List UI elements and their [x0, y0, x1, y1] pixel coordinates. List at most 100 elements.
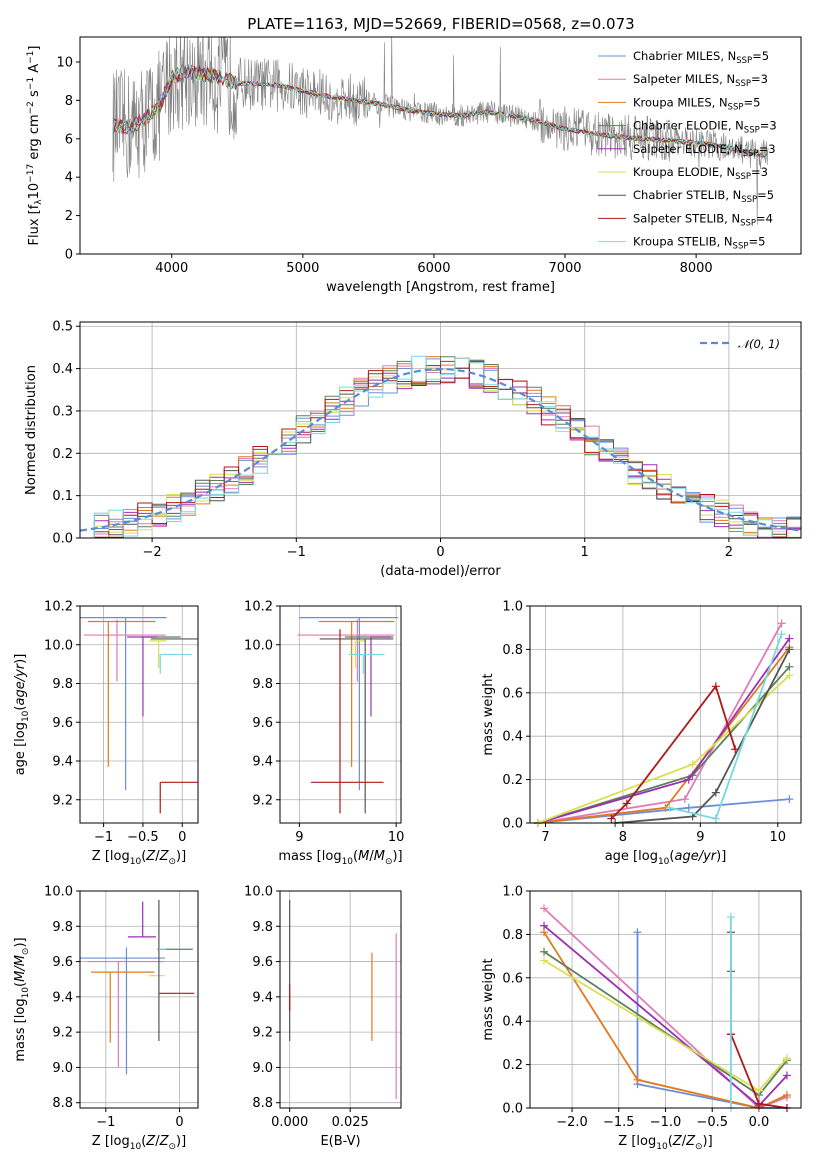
y-tick-label: 0.0	[502, 1102, 523, 1117]
y-tick-label: 0.8	[502, 928, 523, 943]
series-chabrier_miles	[533, 795, 794, 827]
x-tick-label: −1	[96, 1115, 115, 1130]
data-marker	[688, 760, 697, 769]
data-marker	[731, 745, 740, 754]
normal-curve	[79, 367, 802, 532]
x-tick-label: 0.000	[271, 1115, 308, 1130]
y-tick-label: 0.4	[502, 730, 523, 745]
data-marker	[726, 913, 735, 922]
errorbar-kroupa_stelib	[348, 653, 385, 674]
y-tick-label: 9.8	[252, 920, 273, 935]
axes-frame	[279, 890, 402, 1109]
data-marker	[754, 1086, 763, 1095]
x-tick-label: 10	[388, 830, 405, 845]
legend-entry: Chabrier ELODIE, NSSP=3	[633, 119, 777, 136]
legend-entry: Chabrier STELIB, NSSP=5	[633, 188, 774, 205]
x-axis-label: mass [log10(M/M⊙)]	[278, 849, 402, 867]
axes-frame	[529, 605, 802, 824]
panel-age-vs-Z: −1 −0.5 0 9.2 9.4 9.6 9.8 10.0 10.2 Z [log10(Z/Z⊙…	[13, 600, 199, 867]
series-chabrier_elodie	[540, 947, 791, 1099]
axes-frame	[79, 605, 199, 824]
y-tick-label: 0.0	[502, 817, 523, 832]
y-tick-label: 0.1	[52, 489, 73, 504]
series-kroupa_stelib	[665, 630, 786, 823]
y-tick-label: 1.0	[502, 885, 523, 900]
series-kroupa_elodie	[540, 956, 791, 1095]
x-tick-label: 0	[175, 1115, 183, 1130]
model-spectrum-kroupa_stelib	[112, 63, 768, 159]
x-tick-label: 4000	[155, 261, 188, 276]
axes-frame	[79, 321, 802, 539]
data-marker	[540, 947, 549, 956]
errorbar-chabrier_miles	[80, 617, 167, 791]
y-tick-label: 10.0	[244, 885, 273, 900]
series-salpeter_miles	[533, 619, 786, 827]
x-axis-label: age [log10(age/yr)]	[605, 849, 727, 867]
y-tick-label: 10	[56, 55, 73, 70]
data-marker	[777, 630, 786, 639]
panel-residual-histogram: −2 −1 0 1 2 0.0 0.1 0.2 0.3 0.4 0.5 𝒩(0, 1) (data-mo…	[24, 320, 802, 579]
x-tick-label: −0.5	[127, 830, 159, 845]
y-tick-label: 0.4	[502, 1015, 523, 1030]
y-tick-label: 0.5	[52, 320, 73, 335]
data-marker	[785, 795, 794, 804]
y-axis-label: Normed distribution	[24, 365, 39, 495]
y-tick-label: 4	[65, 171, 73, 186]
x-axis-label: (data-model)/error	[380, 564, 501, 579]
data-marker	[711, 682, 720, 691]
x-axis-label: Z [log10(Z/Z⊙)]	[92, 1134, 186, 1152]
panel-mass-vs-ebv: 0.000 0.025 8.8 9.0 9.2 9.4 9.6 9.8 10.0 E(B-V)	[244, 885, 402, 1149]
y-tick-label: 0.6	[502, 686, 523, 701]
x-axis-label: Z [log10(Z/Z⊙)]	[92, 849, 186, 867]
y-axis-label: age [log10(age/yr)]	[13, 654, 31, 776]
data-marker	[754, 1099, 763, 1108]
series-salpeter_elodie	[533, 634, 794, 827]
y-tick-label: 9.6	[52, 716, 73, 731]
series-kroupa_stelib	[726, 913, 735, 1112]
y-tick-label: 0.4	[52, 362, 73, 377]
y-tick-label: 0.6	[502, 971, 523, 986]
errorbar-kroupa_miles	[87, 620, 156, 767]
data-marker	[684, 803, 693, 812]
panel-mass-vs-Z: −1 0 8.8 9.0 9.2 9.4 9.6 9.8 10.0 Z [log10(Z/Z⊙)]…	[13, 885, 199, 1152]
y-tick-label: 0	[65, 248, 73, 263]
axes-frame	[279, 605, 402, 824]
y-tick-label: 9.2	[252, 793, 273, 808]
x-tick-label: −0.5	[696, 1115, 728, 1130]
data-marker	[633, 928, 642, 937]
series-line	[610, 684, 737, 820]
x-tick-label: 8	[619, 830, 627, 845]
y-tick-label: 10.2	[44, 600, 73, 615]
data-marker	[785, 645, 794, 654]
legend-entry: Salpeter STELIB, NSSP=4	[633, 211, 773, 228]
y-tick-label: 6	[65, 132, 73, 147]
legend-entry: Kroupa STELIB, NSSP=5	[633, 235, 765, 252]
series-line	[543, 931, 788, 1109]
data-marker	[785, 671, 794, 680]
errorbar-chabrier_stelib	[319, 638, 394, 814]
x-tick-label: 1	[581, 545, 589, 560]
errorbar-kroupa_miles	[318, 620, 395, 767]
y-axis-label: Flux [fλ10−17 erg cm−2 s−1 A−1]	[26, 46, 44, 246]
y-tick-label: 9.6	[52, 955, 73, 970]
x-tick-label: 0	[436, 545, 444, 560]
y-tick-label: 8.8	[252, 1096, 273, 1111]
y-axis-label: mass weight	[481, 673, 496, 755]
errorbar-salpeter_stelib	[310, 629, 384, 814]
panel-age-vs-mass: 9 10 9.2 9.4 9.6 9.8 10.0 10.2 mass [log10(M/M⊙)…	[244, 600, 404, 868]
y-tick-label: 0.2	[502, 1058, 523, 1073]
data-marker	[782, 1090, 791, 1099]
axes-frame	[79, 36, 802, 255]
x-tick-label: 0.025	[332, 1115, 369, 1130]
figure-title: PLATE=1163, MJD=52669, FIBERID=0568, z=0…	[247, 15, 634, 33]
errorbar-salpeter_miles	[87, 960, 165, 1068]
x-tick-label: −1.0	[650, 1115, 682, 1130]
data-marker	[540, 921, 549, 930]
legend-entry: Salpeter MILES, NSSP=3	[633, 72, 768, 89]
series-line	[537, 637, 791, 824]
legend-entry: Chabrier MILES, NSSP=5	[633, 49, 769, 66]
y-axis-label: mass weight	[481, 958, 496, 1040]
data-marker	[665, 803, 674, 812]
y-tick-label: 0.0	[52, 532, 73, 547]
